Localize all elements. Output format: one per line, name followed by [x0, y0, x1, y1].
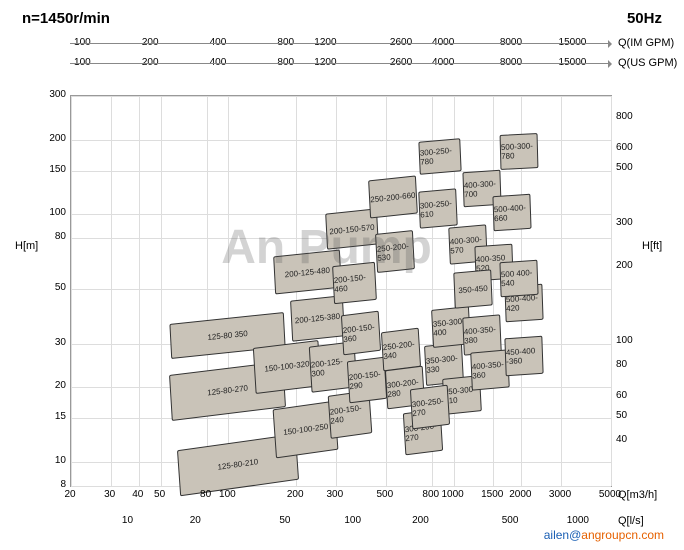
y-label-ft: H[ft] [642, 240, 662, 252]
pump-region: 500 400-540 [499, 259, 538, 296]
x-tick-ls: 10 [113, 515, 141, 526]
pump-region: 500-300-780 [499, 133, 538, 170]
y-tick: 100 [42, 207, 66, 218]
x-tick: 200 [283, 489, 307, 500]
x-tick: 3000 [548, 489, 572, 500]
pump-region: 250-200-660 [368, 176, 417, 219]
y-tick: 8 [42, 479, 66, 490]
x-tick: 80 [194, 489, 218, 500]
contact-email: ailen@angroupcn.com [544, 528, 664, 542]
pump-region: 400-350-380 [462, 314, 501, 355]
speed-label: n=1450r/min [22, 10, 110, 27]
x-tick-ls: 20 [181, 515, 209, 526]
x-tick: 1500 [480, 489, 504, 500]
x-tick: 50 [148, 489, 172, 500]
y-tick: 300 [42, 89, 66, 100]
y-tick: 200 [42, 133, 66, 144]
x-tick: 300 [323, 489, 347, 500]
y-tick: 50 [42, 282, 66, 293]
y-tick-ft: 80 [616, 359, 627, 370]
x-tick-ls: 100 [339, 515, 367, 526]
x-tick: 40 [126, 489, 150, 500]
y-tick: 80 [42, 231, 66, 242]
y-tick-ft: 60 [616, 390, 627, 401]
x-label-usgpm: Q(US GPM) [618, 57, 677, 69]
x-label-imgpm: Q(IM GPM) [618, 37, 674, 49]
x-label-m3h: Q[m3/h] [618, 489, 657, 501]
y-tick: 30 [42, 337, 66, 348]
freq-label: 50Hz [627, 10, 662, 27]
y-tick-ft: 800 [616, 111, 633, 122]
pump-region: 350-450 [453, 269, 492, 308]
x-tick-ls: 50 [271, 515, 299, 526]
plot-area: 125-80-210125-80-270125-80 350150-100-32… [70, 95, 612, 487]
x-tick: 30 [98, 489, 122, 500]
pump-region: 250-200-340 [381, 328, 421, 372]
x-tick: 500 [373, 489, 397, 500]
y-label-m: H[m] [15, 240, 38, 252]
pump-region: 200-150-460 [332, 262, 377, 305]
y-tick-ft: 100 [616, 335, 633, 346]
y-tick-ft: 200 [616, 260, 633, 271]
x-tick: 100 [215, 489, 239, 500]
y-tick-ft: 50 [616, 410, 627, 421]
pump-region: 300-250-780 [418, 138, 461, 175]
x-label-ls: Q[l/s] [618, 515, 644, 527]
axis-arrow [70, 63, 610, 64]
y-tick: 15 [42, 411, 66, 422]
pump-region: 500-400-660 [493, 193, 532, 231]
pump-region: 450-400 -360 [505, 335, 544, 375]
y-tick-ft: 500 [616, 162, 633, 173]
y-tick: 150 [42, 164, 66, 175]
y-tick-ft: 600 [616, 142, 633, 153]
y-tick-ft: 40 [616, 434, 627, 445]
x-tick: 20 [58, 489, 82, 500]
x-tick: 1000 [441, 489, 465, 500]
pump-region: 200-150-290 [347, 357, 387, 403]
pump-region: 300-250-610 [418, 189, 457, 230]
x-tick-ls: 1000 [564, 515, 592, 526]
x-tick-ls: 200 [406, 515, 434, 526]
pump-region: 200-150-360 [341, 310, 381, 355]
y-tick: 20 [42, 380, 66, 391]
pump-region: 300-250-270 [410, 385, 450, 430]
x-tick: 800 [419, 489, 443, 500]
x-tick: 2000 [508, 489, 532, 500]
axis-arrow [70, 43, 610, 44]
y-tick: 10 [42, 455, 66, 466]
y-tick-ft: 300 [616, 217, 633, 228]
pump-region: 250-200-530 [375, 230, 415, 273]
x-tick-ls: 500 [496, 515, 524, 526]
